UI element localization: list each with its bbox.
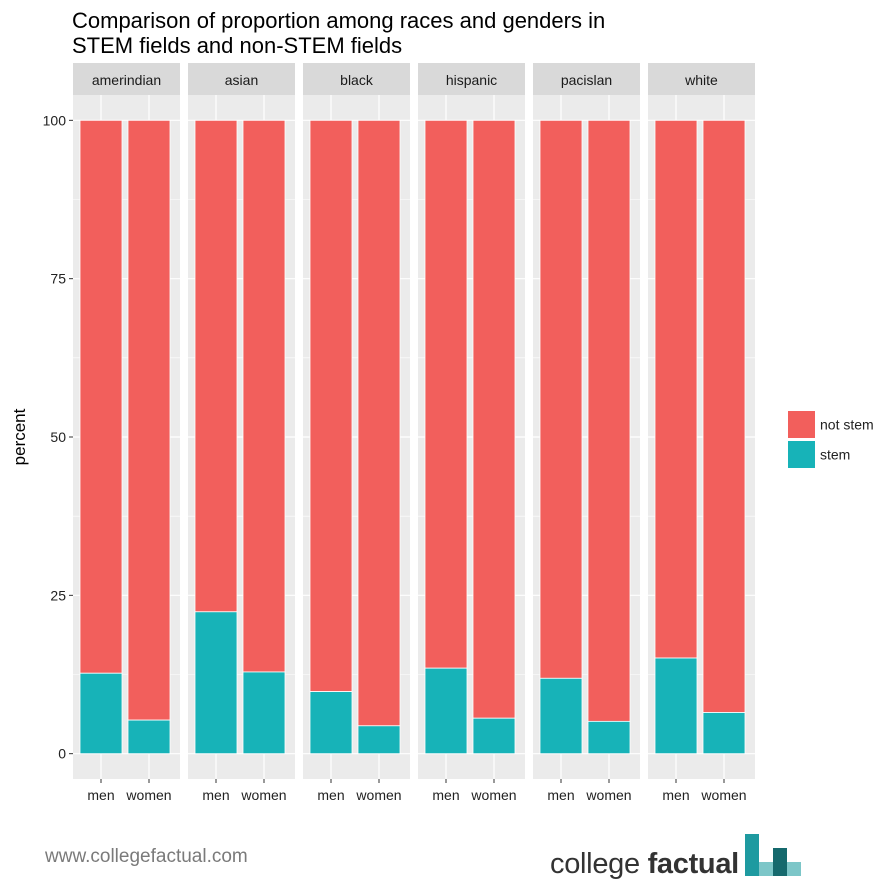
bar-stem-black-men: [309, 691, 353, 755]
bar-not-stem-black-men: [309, 119, 353, 692]
bar-not-stem-amerindian-women: [127, 119, 171, 721]
bar-not-stem-amerindian-men: [79, 119, 123, 674]
legend-label-stem: stem: [820, 447, 850, 463]
x-tick-label-women: women: [700, 787, 746, 803]
brand-wordmark: college factual: [550, 848, 739, 881]
bar-not-stem-hispanic-men: [424, 119, 468, 669]
chart-title-line-1: Comparison of proportion among races and…: [72, 8, 606, 33]
legend-label-not-stem: not stem: [820, 417, 874, 433]
x-tick-label-women: women: [125, 787, 171, 803]
bar-not-stem-pacislan-men: [539, 119, 583, 679]
bar-stem-white-men: [654, 657, 698, 755]
facet-strip-label-white: white: [684, 72, 718, 88]
logo-mark-bar-2: [759, 862, 773, 876]
x-tick-label-men: men: [432, 787, 459, 803]
facet-strip-label-amerindian: amerindian: [92, 72, 161, 88]
bar-stem-white-women: [702, 712, 746, 755]
bar-stem-hispanic-women: [472, 717, 516, 755]
facet-strip-label-asian: asian: [225, 72, 258, 88]
facet-strip-hispanic: [418, 63, 525, 95]
x-tick-label-men: men: [202, 787, 229, 803]
bar-stem-pacislan-men: [539, 677, 583, 755]
facet-strip-black: [303, 63, 410, 95]
x-tick-label-men: men: [317, 787, 344, 803]
bar-stem-asian-men: [194, 611, 238, 755]
bar-not-stem-hispanic-women: [472, 119, 516, 719]
brand-wordmark-bold: factual: [647, 848, 740, 880]
chart-title-line-2: STEM fields and non-STEM fields: [72, 33, 403, 58]
bar-stem-pacislan-women: [587, 720, 631, 755]
bar-not-stem-black-women: [357, 119, 401, 727]
facet-strip-label-pacislan: pacislan: [561, 72, 612, 88]
facet-strip-label-black: black: [340, 72, 374, 88]
logo-mark-bar-4: [787, 862, 801, 876]
facet-strip-white: [648, 63, 755, 95]
y-tick-label: 0: [58, 746, 66, 762]
legend-key-stem: [788, 441, 815, 468]
y-tick-label: 100: [43, 112, 67, 128]
y-axis-title: percent: [10, 408, 29, 465]
bar-not-stem-asian-men: [194, 119, 238, 613]
facet-strip-label-hispanic: hispanic: [446, 72, 497, 88]
bar-stem-black-women: [357, 725, 401, 755]
bar-stem-amerindian-men: [79, 672, 123, 755]
source-url[interactable]: www.collegefactual.com: [45, 846, 248, 867]
x-tick-label-women: women: [355, 787, 401, 803]
bar-not-stem-white-men: [654, 119, 698, 659]
x-tick-label-men: men: [547, 787, 574, 803]
bar-stem-amerindian-women: [127, 719, 171, 755]
brand-wordmark-regular: college: [550, 848, 648, 880]
x-tick-label-men: men: [662, 787, 689, 803]
bar-not-stem-pacislan-women: [587, 119, 631, 722]
chart-title: Comparison of proportion among races and…: [72, 8, 772, 58]
brand-logo: college factual: [550, 832, 810, 882]
bar-not-stem-white-women: [702, 119, 746, 713]
x-tick-label-women: women: [240, 787, 286, 803]
facet-strip-pacislan: [533, 63, 640, 95]
y-tick-label: 50: [50, 429, 66, 445]
x-tick-label-women: women: [585, 787, 631, 803]
logo-mark-bar-3: [773, 848, 787, 876]
facet-strip-asian: [188, 63, 295, 95]
logo-mark-bar-1: [745, 834, 759, 876]
x-tick-label-men: men: [87, 787, 114, 803]
bar-stem-hispanic-men: [424, 667, 468, 755]
legend-key-not-stem: [788, 411, 815, 438]
x-tick-label-women: women: [470, 787, 516, 803]
bar-not-stem-asian-women: [242, 119, 286, 673]
bar-stem-asian-women: [242, 671, 286, 755]
y-tick-label: 25: [50, 587, 66, 603]
y-tick-label: 75: [50, 271, 66, 287]
facet-strip-amerindian: [73, 63, 180, 95]
